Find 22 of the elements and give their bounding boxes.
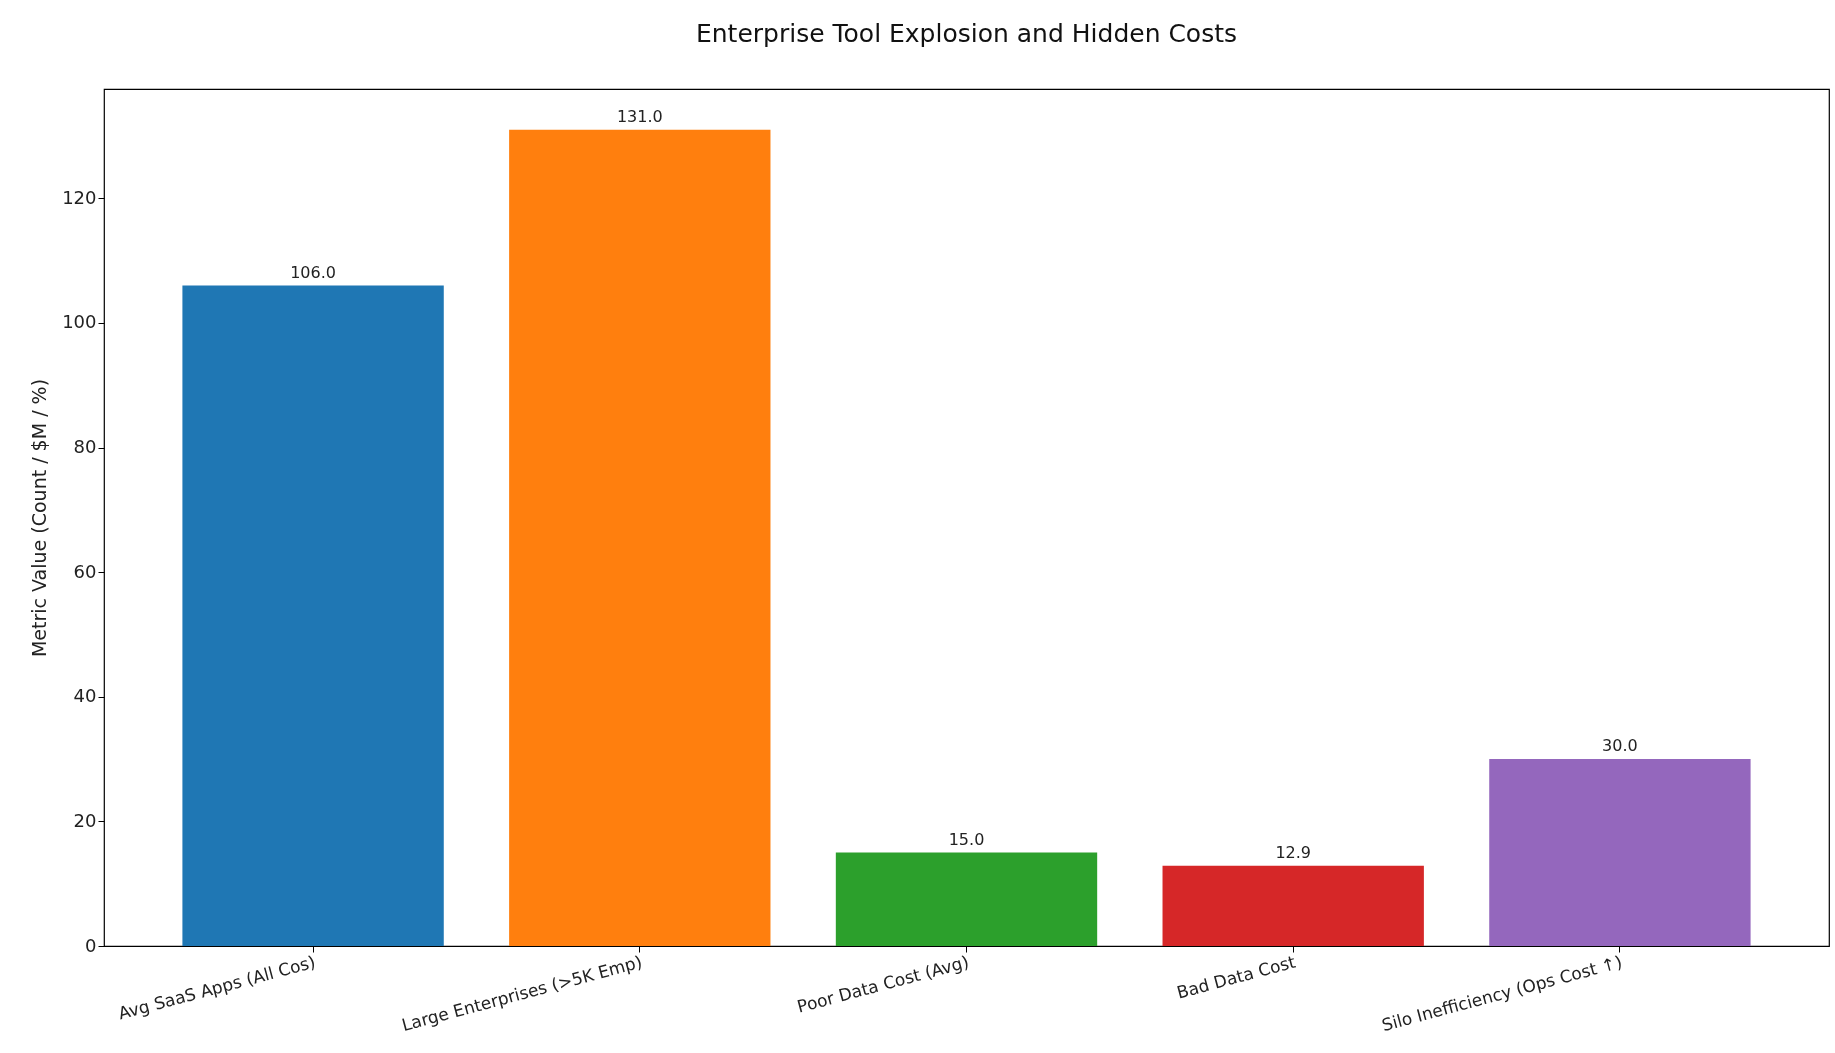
data-label: 30.0 <box>1602 736 1638 756</box>
data-label: 15.0 <box>948 829 985 849</box>
y-tick-label: 120 <box>62 186 97 208</box>
y-axis-title: Metric Value (Count / $M / %) <box>28 378 51 658</box>
bar <box>1489 759 1751 946</box>
y-tick-label: 20 <box>73 809 97 831</box>
y-tick-label: 80 <box>73 436 97 458</box>
bar <box>182 285 444 946</box>
y-tick-label: 0 <box>85 934 97 956</box>
y-tick-label: 40 <box>73 685 97 707</box>
y-tick-label: 60 <box>73 560 97 582</box>
data-label: 106.0 <box>290 262 336 282</box>
data-label: 12.9 <box>1275 842 1312 862</box>
bar <box>835 852 1098 946</box>
x-tick-label: Avg SaaS Apps (All Cos) <box>116 951 318 1024</box>
x-tick-label: Bad Data Cost <box>1174 951 1298 1003</box>
x-tick-label: Poor Data Cost (Avg) <box>794 951 971 1017</box>
chart-title: Enterprise Tool Explosion and Hidden Costs <box>695 19 1238 48</box>
bar <box>509 129 771 946</box>
data-label: 131.0 <box>616 106 663 126</box>
y-tick-label: 100 <box>62 311 97 333</box>
bar <box>1162 865 1424 946</box>
